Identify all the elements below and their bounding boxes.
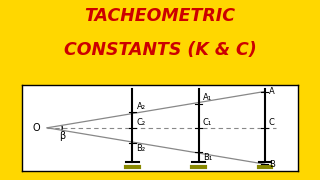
Text: C: C [269, 118, 275, 127]
Text: TACHEOMETRIC: TACHEOMETRIC [84, 7, 236, 25]
Text: B₂: B₂ [137, 144, 146, 153]
Text: A₁: A₁ [203, 93, 212, 102]
Text: CONSTANTS (K & C): CONSTANTS (K & C) [64, 41, 256, 59]
Text: A: A [269, 87, 275, 96]
Text: O: O [33, 123, 40, 133]
Text: A₂: A₂ [137, 102, 146, 111]
Text: C₁: C₁ [203, 118, 212, 127]
Text: C₂: C₂ [137, 118, 146, 127]
Text: B: B [269, 160, 275, 169]
Text: β: β [59, 131, 65, 141]
Text: B₁: B₁ [203, 153, 212, 162]
